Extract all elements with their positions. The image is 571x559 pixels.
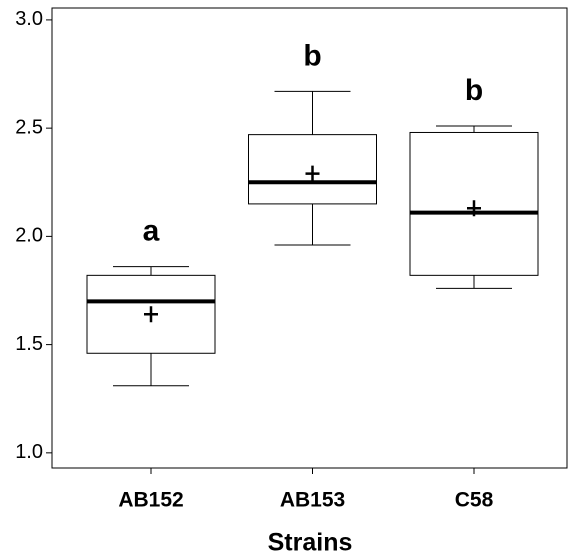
y-tick-label: 1.5 [15,333,43,355]
x-tick-label: AB153 [280,489,345,512]
significance-letter: a [143,215,160,248]
mean-marker [144,306,158,323]
y-tick-label: 2.5 [15,116,43,138]
box [248,134,377,205]
x-tick-label: C58 [455,489,494,512]
significance-letter: b [303,39,321,72]
plot-frame [51,7,568,469]
y-tick-label: 1.0 [15,441,43,463]
mean-marker [467,200,481,217]
x-tick-label: AB152 [118,489,183,512]
significance-letter: b [465,74,483,107]
y-tick-label: 3.0 [15,8,43,30]
y-tick-label: 2.0 [15,225,43,247]
x-axis-title: Strains [268,529,353,557]
box [86,274,216,354]
mean-marker [305,165,320,182]
box [409,131,539,276]
